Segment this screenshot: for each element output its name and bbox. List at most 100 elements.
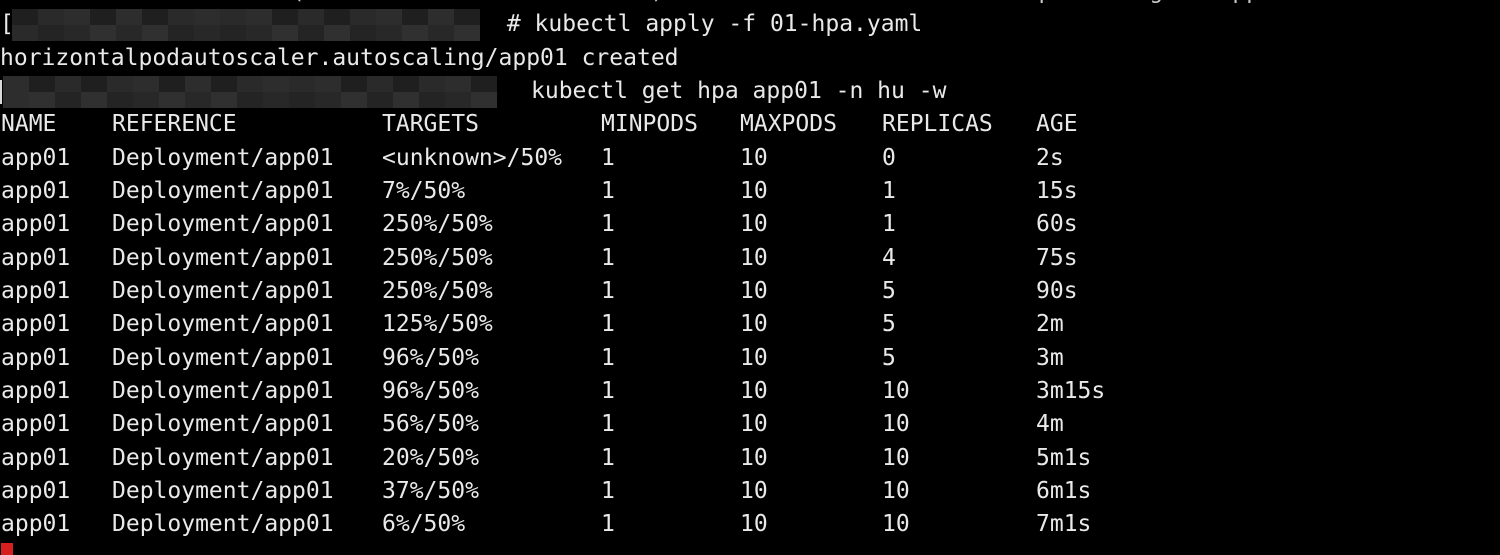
cell-reference: Deployment/app01: [112, 244, 334, 271]
cell-minpods: 1: [601, 477, 615, 504]
cell-maxpods: 10: [740, 211, 768, 238]
prompt-bracket: [: [0, 11, 14, 38]
hpa-table-header: NAME REFERENCE TARGETS MINPODS MAXPODS R…: [0, 108, 1500, 141]
cell-minpods: 1: [601, 144, 615, 171]
redacted-prompt-mosaic: [11, 8, 494, 41]
table-row: app01 Deployment/app01 20%/50% 1 10 10 5…: [0, 442, 1500, 475]
header-cell-age: AGE: [1036, 111, 1078, 138]
cell-maxpods: 10: [740, 311, 768, 338]
redacted-prompt-mosaic: [3, 75, 505, 108]
cell-minpods: 1: [601, 244, 615, 271]
cell-name: app01: [1, 144, 71, 171]
cell-minpods: 1: [601, 377, 615, 404]
table-row: app01 Deployment/app01 250%/50% 1 10 5 9…: [0, 275, 1500, 308]
cell-replicas: 5: [882, 311, 896, 338]
cell-targets: 20%/50%: [382, 444, 479, 471]
cell-targets: 96%/50%: [382, 377, 479, 404]
table-row: app01 Deployment/app01 7%/50% 1 10 1 15s: [0, 175, 1500, 208]
cell-replicas: 4: [882, 244, 896, 271]
cell-minpods: 1: [601, 411, 615, 438]
cell-replicas: 10: [882, 444, 910, 471]
cell-age: 2m: [1036, 311, 1064, 338]
header-cell-minpods: MINPODS: [601, 111, 698, 138]
cell-age: 60s: [1036, 211, 1078, 238]
cell-name: app01: [1, 244, 71, 271]
cell-minpods: 1: [601, 511, 615, 538]
cell-minpods: 1: [601, 311, 615, 338]
cell-maxpods: 10: [740, 177, 768, 204]
cell-replicas: 1: [882, 177, 896, 204]
cell-name: app01: [1, 511, 71, 538]
clipped-previous-line: ( ) p g pp: [0, 0, 1500, 8]
table-row: app01 Deployment/app01 250%/50% 1 10 1 6…: [0, 208, 1500, 241]
cell-targets: 250%/50%: [382, 244, 493, 271]
cell-targets: 56%/50%: [382, 411, 479, 438]
cell-replicas: 5: [882, 277, 896, 304]
header-cell-reference: REFERENCE: [112, 111, 237, 138]
cell-maxpods: 10: [740, 411, 768, 438]
cell-reference: Deployment/app01: [112, 377, 334, 404]
cell-maxpods: 10: [740, 444, 768, 471]
cell-reference: Deployment/app01: [112, 211, 334, 238]
cell-replicas: 10: [882, 511, 910, 538]
cell-targets: 250%/50%: [382, 277, 493, 304]
cell-name: app01: [1, 477, 71, 504]
cell-reference: Deployment/app01: [112, 177, 334, 204]
cell-name: app01: [1, 344, 71, 371]
cell-replicas: 10: [882, 377, 910, 404]
prompt-line-get-hpa: kubectl get hpa app01 -n hu -w: [0, 75, 1500, 108]
cell-maxpods: 10: [740, 244, 768, 271]
output-hpa-created: horizontalpodautoscaler.autoscaling/app0…: [0, 44, 679, 71]
cell-age: 15s: [1036, 177, 1078, 204]
cell-age: 75s: [1036, 244, 1078, 271]
cell-maxpods: 10: [740, 377, 768, 404]
cell-targets: 125%/50%: [382, 311, 493, 338]
input-line: [0, 542, 1500, 555]
cell-replicas: 0: [882, 144, 896, 171]
cell-targets: <unknown>/50%: [382, 144, 563, 171]
cell-minpods: 1: [601, 177, 615, 204]
header-cell-maxpods: MAXPODS: [740, 111, 837, 138]
cell-minpods: 1: [601, 444, 615, 471]
cell-reference: Deployment/app01: [112, 411, 334, 438]
cell-maxpods: 10: [740, 477, 768, 504]
cell-maxpods: 10: [740, 144, 768, 171]
cell-reference: Deployment/app01: [112, 444, 334, 471]
cell-reference: Deployment/app01: [112, 144, 334, 171]
cell-minpods: 1: [601, 211, 615, 238]
prompt-line-apply: [ # kubectl apply -f 01-hpa.yaml: [0, 8, 1500, 41]
cell-minpods: 1: [601, 277, 615, 304]
header-cell-name: NAME: [1, 111, 57, 138]
command-kubectl-get-hpa-watch: kubectl get hpa app01 -n hu -w: [531, 77, 947, 104]
header-cell-targets: TARGETS: [382, 111, 479, 138]
hpa-table-body: app01 Deployment/app01 <unknown>/50% 1 1…: [0, 142, 1500, 542]
cell-name: app01: [1, 411, 71, 438]
header-cell-replicas: REPLICAS: [882, 111, 993, 138]
cell-name: app01: [1, 444, 71, 471]
table-row: app01 Deployment/app01 37%/50% 1 10 10 6…: [0, 475, 1500, 508]
cell-minpods: 1: [601, 344, 615, 371]
table-row: app01 Deployment/app01 125%/50% 1 10 5 2…: [0, 308, 1500, 341]
cell-replicas: 5: [882, 344, 896, 371]
cell-maxpods: 10: [740, 344, 768, 371]
cell-targets: 7%/50%: [382, 177, 466, 204]
cell-age: 3m15s: [1036, 377, 1106, 404]
cell-name: app01: [1, 277, 71, 304]
cell-age: 90s: [1036, 277, 1078, 304]
cell-reference: Deployment/app01: [112, 277, 334, 304]
table-row: app01 Deployment/app01 250%/50% 1 10 4 7…: [0, 242, 1500, 275]
table-row: app01 Deployment/app01 96%/50% 1 10 10 3…: [0, 375, 1500, 408]
cell-maxpods: 10: [740, 277, 768, 304]
cell-reference: Deployment/app01: [112, 344, 334, 371]
cell-targets: 37%/50%: [382, 477, 479, 504]
command-kubectl-apply: # kubectl apply -f 01-hpa.yaml: [506, 11, 923, 38]
cell-targets: 6%/50%: [382, 511, 466, 538]
cell-age: 6m1s: [1036, 477, 1092, 504]
cell-name: app01: [1, 377, 71, 404]
cell-replicas: 1: [882, 211, 896, 238]
cell-maxpods: 10: [740, 511, 768, 538]
cell-reference: Deployment/app01: [112, 477, 334, 504]
cell-replicas: 10: [882, 411, 910, 438]
